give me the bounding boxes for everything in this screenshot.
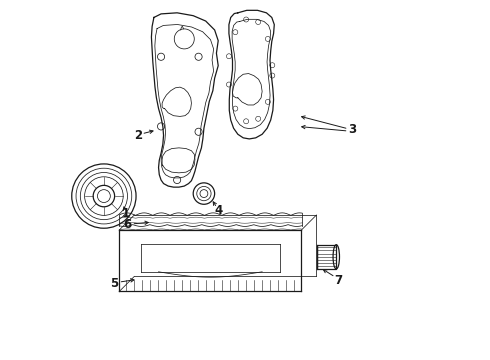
Text: 5: 5 (110, 277, 119, 290)
Text: 1: 1 (121, 207, 129, 220)
Text: 7: 7 (334, 274, 342, 287)
Text: 3: 3 (348, 123, 356, 136)
Text: 6: 6 (123, 218, 131, 231)
Text: 2: 2 (134, 129, 142, 142)
Text: 4: 4 (214, 204, 222, 217)
